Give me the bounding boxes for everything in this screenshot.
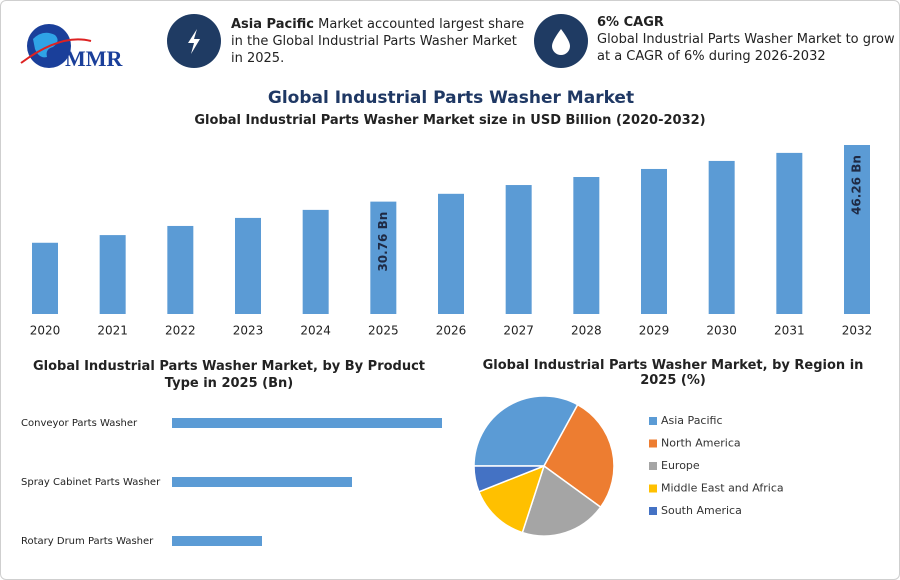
bar — [99, 235, 126, 314]
main-title: Global Industrial Parts Washer Market — [268, 88, 634, 108]
x-tick-label: 2021 — [97, 324, 128, 338]
bar — [32, 242, 58, 314]
icon-bolt — [188, 29, 200, 54]
bar — [844, 145, 870, 314]
x-tick-label: 2027 — [503, 324, 534, 338]
legend-label: Middle East and Africa — [661, 482, 784, 495]
legend-label: South America — [661, 504, 742, 517]
info-text: Market accounted largest share in the Gl… — [231, 17, 525, 66]
legend-swatch — [649, 462, 657, 470]
info-title: 6% CAGR — [597, 15, 664, 30]
bar — [505, 185, 532, 314]
highlight: Asia Pacific — [231, 17, 315, 32]
x-tick-label: 2022 — [165, 324, 196, 338]
x-tick-label: 2031 — [774, 324, 805, 338]
x-tick-label: 2026 — [436, 324, 467, 338]
pie-slice — [473, 395, 579, 467]
icon-drop — [552, 29, 570, 55]
legend-swatch — [649, 507, 657, 515]
x-tick-label: 2025 — [368, 324, 399, 338]
chart-title: Global Industrial Parts Washer Market, b… — [482, 358, 864, 388]
legend-label: Asia Pacific — [661, 414, 723, 427]
bar — [641, 168, 667, 314]
legend-label: North America — [661, 437, 741, 450]
x-tick-label: 2028 — [571, 324, 602, 338]
legend-swatch — [649, 439, 657, 448]
value-label: 46.26 Bn — [850, 155, 864, 215]
info-text: Global Industrial Parts Washer Market to… — [597, 32, 895, 64]
bar — [573, 177, 600, 314]
pie-slice — [477, 464, 546, 534]
bar — [370, 201, 397, 314]
bar — [167, 225, 194, 314]
legend-swatch — [649, 484, 657, 493]
bar — [708, 160, 735, 314]
logo-text: MMR — [65, 46, 124, 71]
info-box: Asia Pacific Market accounted largest sh… — [231, 16, 531, 67]
x-tick-label: 2023 — [233, 324, 264, 338]
x-tick-label: 2032 — [842, 324, 873, 338]
bar — [302, 209, 329, 314]
info-box: 6% CAGR Global Industrial Parts Washer Ma… — [597, 14, 897, 65]
bar — [776, 152, 803, 314]
chart-title: Global Industrial Parts Washer Market si… — [194, 113, 706, 128]
y-tick-label: Conveyor Parts Washer — [21, 418, 138, 429]
bar — [172, 418, 442, 428]
chart-title: Global Industrial Parts Washer Market, b… — [32, 359, 426, 391]
pie-slice — [543, 403, 615, 509]
pie-slice — [473, 465, 545, 493]
x-tick-label: 2024 — [300, 324, 331, 338]
bar — [438, 193, 464, 314]
x-tick-label: 2030 — [706, 324, 737, 338]
bar — [172, 477, 352, 487]
legend-label: Europe — [661, 459, 700, 472]
bar — [172, 536, 262, 546]
x-tick-label: 2020 — [30, 324, 61, 338]
logo-swoosh — [20, 38, 92, 64]
value-label: 30.76 Bn — [376, 212, 390, 272]
y-tick-label: Spray Cabinet Parts Washer — [21, 477, 161, 488]
bar — [235, 217, 261, 314]
legend-swatch — [649, 417, 657, 425]
x-tick-label: 2029 — [639, 324, 670, 338]
pie-slice — [521, 464, 602, 537]
y-tick-label: Rotary Drum Parts Washer — [21, 536, 154, 547]
